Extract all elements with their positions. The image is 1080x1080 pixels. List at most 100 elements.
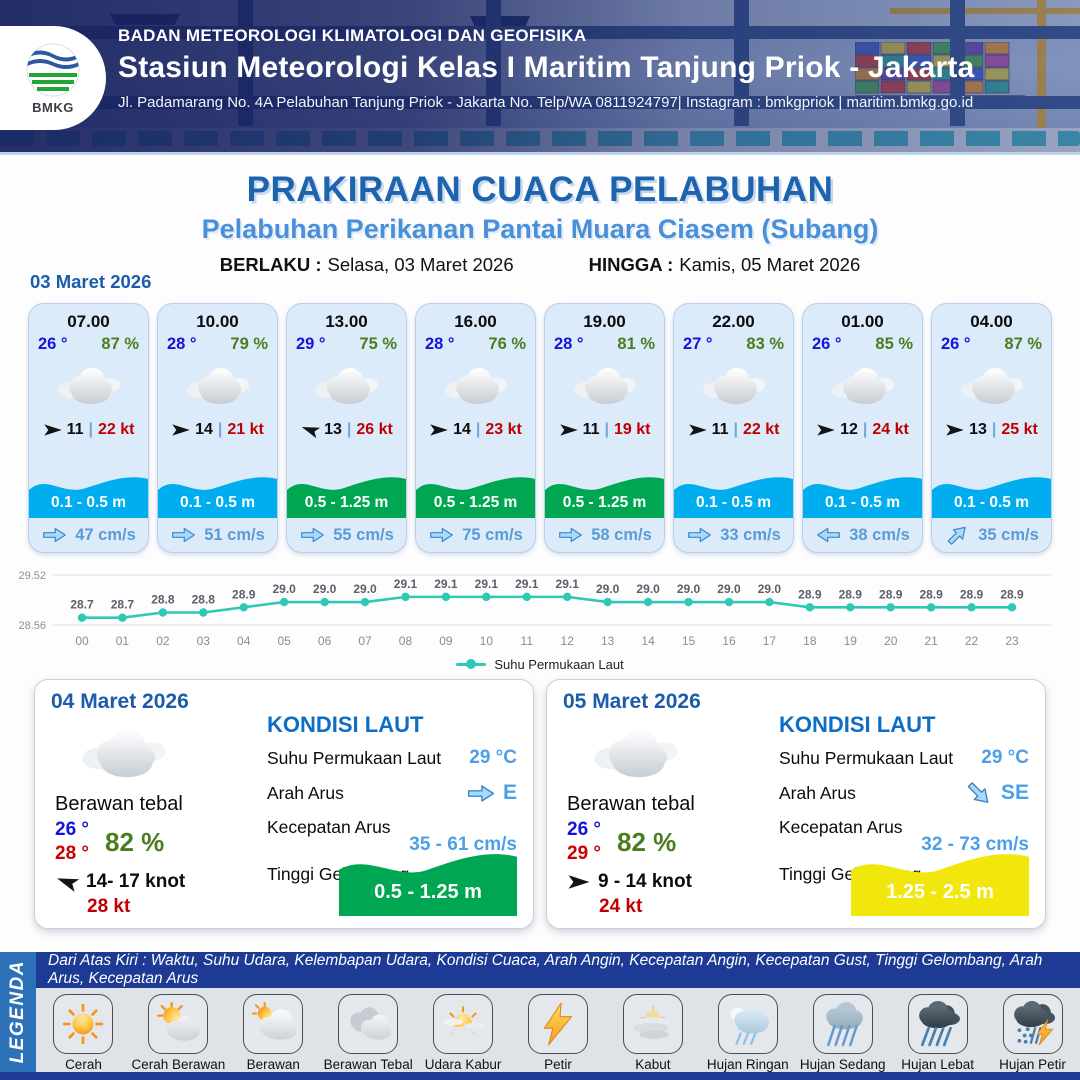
hourly-card: 01.00 26 ° 85 % 12 | 24 kt 0.1 - 0.5 m 38 c… — [802, 303, 923, 553]
legend-item: Hujan Ringan — [702, 994, 794, 1072]
station-address: Jl. Padamarang No. 4A Pelabuhan Tanjung … — [118, 94, 974, 111]
current-speed: 51 cm/s — [204, 525, 265, 544]
wave-height-band: 0.1 - 0.5 m — [29, 466, 148, 518]
legend-item-label: Cerah Berawan — [131, 1057, 226, 1072]
valid-to-value: Kamis, 05 Maret 2026 — [679, 254, 861, 275]
svg-text:21: 21 — [924, 634, 938, 648]
agency-name: BADAN METEOROLOGI KLIMATOLOGI DAN GEOFIS… — [118, 26, 587, 45]
legend-item: Cerah — [37, 994, 129, 1072]
wind-direction-icon — [567, 873, 591, 891]
wind-gust: 23 kt — [485, 421, 522, 438]
wind-speed: 12 — [840, 421, 858, 438]
wind-speed: 14 — [453, 421, 471, 438]
card-humidity: 85 % — [875, 335, 913, 353]
svg-text:28.7: 28.7 — [70, 598, 94, 612]
page-subtitle: Pelabuhan Perikanan Pantai Muara Ciasem … — [201, 214, 879, 244]
svg-text:11: 11 — [521, 634, 534, 648]
temp-min: 26 ° — [567, 819, 602, 840]
wave-height-band: 0.1 - 0.5 m — [674, 466, 793, 518]
udara-kabur-icon — [440, 1001, 486, 1047]
wind-direction-icon — [816, 422, 836, 438]
legend-item: Berawan Tebal — [322, 994, 414, 1072]
legend-item: Cerah Berawan — [131, 994, 226, 1072]
current-direction-label: Arah Arus — [267, 782, 344, 803]
svg-text:29.1: 29.1 — [556, 577, 580, 591]
wind-separator: | — [217, 421, 223, 438]
svg-text:23: 23 — [1005, 634, 1019, 648]
wind-gust: 24 kt — [872, 421, 909, 438]
wind-direction-icon — [429, 422, 449, 438]
svg-text:09: 09 — [439, 634, 453, 648]
berawan-tebal-icon — [315, 363, 379, 409]
legend-items-row: Cerah Cerah Berawan Berawan Berawan Teba… — [36, 990, 1080, 1072]
daily-panel: 05 Maret 2026 Berawan tebal 26 ° 29 ° 82… — [546, 679, 1046, 929]
sea-conditions-title: KONDISI LAUT — [267, 712, 424, 737]
wind-gust: 22 kt — [742, 421, 780, 438]
wave-height-value: 0.5 - 1.25 m — [374, 881, 482, 903]
wave-shape-icon — [339, 842, 517, 916]
wind-range: 14- 17 knot — [86, 871, 186, 892]
wind-separator: | — [991, 421, 997, 438]
svg-text:29.1: 29.1 — [434, 577, 458, 591]
wind-separator: | — [862, 421, 868, 438]
svg-text:29.0: 29.0 — [313, 582, 337, 596]
card-temp: 28 ° — [425, 335, 455, 353]
sst-line-chart: 29.52 28.56 28.7 00 28.7 01 28.8 02 28.8 03 28.9 04… — [18, 570, 1052, 648]
wind-direction-icon — [688, 422, 708, 438]
current-direction-icon — [41, 525, 68, 545]
wave-shape-icon — [851, 842, 1029, 916]
legend-item-label: Hujan Petir — [999, 1057, 1066, 1072]
svg-text:29.52: 29.52 — [18, 570, 46, 582]
svg-text:28.8: 28.8 — [192, 593, 216, 607]
kabut-icon — [630, 1001, 676, 1047]
header-banner: BMKG BADAN METEOROLOGI KLIMATOLOGI DAN G… — [0, 0, 1080, 155]
current-speed-label: Kecepatan Arus — [779, 817, 903, 837]
weather-condition: Berawan tebal — [567, 793, 695, 815]
card-time: 01.00 — [841, 312, 884, 331]
wind-speed: 11 — [711, 421, 729, 438]
wave-height-band: 0.5 - 1.25 m — [287, 466, 406, 518]
current-direction-icon — [815, 525, 842, 545]
legend-item-label: Cerah — [65, 1057, 102, 1072]
legend-item-label: Kabut — [635, 1057, 671, 1072]
legend-item-label: Udara Kabur — [424, 1057, 502, 1072]
svg-text:22: 22 — [965, 634, 979, 648]
card-temp: 28 ° — [167, 335, 197, 353]
wind-direction-icon — [298, 419, 322, 441]
wind-range: 9 - 14 knot — [598, 871, 692, 892]
svg-text:07: 07 — [358, 634, 372, 648]
card-humidity: 75 % — [359, 335, 397, 353]
card-temp: 27 ° — [683, 335, 713, 353]
berawan-tebal-icon — [444, 363, 508, 409]
current-speed: 55 cm/s — [333, 525, 394, 544]
svg-text:29.0: 29.0 — [758, 582, 782, 596]
legend-marker-icon — [456, 662, 487, 666]
legend-item-label: Hujan Ringan — [706, 1057, 789, 1072]
bottom-bar — [0, 1072, 1080, 1080]
svg-text:01: 01 — [116, 634, 130, 648]
legend-item: Hujan Sedang — [797, 994, 889, 1072]
wind-gust: 26 kt — [356, 421, 393, 438]
card-humidity: 87 % — [101, 335, 139, 353]
hourly-card: 16.00 28 ° 76 % 14 | 23 kt 0.5 - 1.25 m 75 … — [415, 303, 536, 553]
berawan-tebal-icon — [831, 363, 895, 409]
wave-height-band: 0.1 - 0.5 m — [158, 466, 277, 518]
legend-item: Petir — [512, 994, 604, 1072]
berawan-tebal-icon — [593, 722, 679, 784]
wind-separator: | — [733, 421, 738, 438]
humidity: 82 % — [105, 826, 165, 857]
svg-text:29.0: 29.0 — [353, 582, 377, 596]
sea-conditions-title: KONDISI LAUT — [779, 712, 936, 737]
hujan-lebat-icon — [915, 1001, 961, 1047]
wind-separator: | — [604, 421, 609, 438]
svg-text:29.1: 29.1 — [394, 577, 418, 591]
card-time: 13.00 — [325, 312, 368, 331]
svg-text:28.9: 28.9 — [1000, 587, 1024, 601]
wind-gust: 21 kt — [227, 421, 264, 438]
wave-height: 0.1 - 0.5 m — [954, 494, 1029, 511]
legend-item: Hujan Petir — [987, 994, 1079, 1072]
hourly-card: 10.00 28 ° 79 % 14 | 21 kt 0.1 - 0.5 m 51 c… — [157, 303, 278, 553]
humidity: 82 % — [617, 826, 677, 857]
wave-height-band: 0.1 - 0.5 m — [803, 466, 922, 518]
svg-text:08: 08 — [399, 634, 413, 648]
